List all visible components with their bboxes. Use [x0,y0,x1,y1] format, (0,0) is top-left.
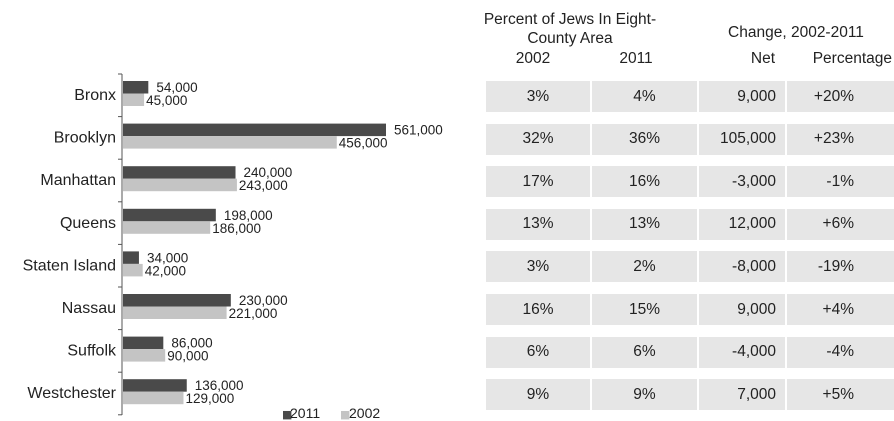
cell-percentage: +6% [787,208,894,240]
header-col-2002: 2002 [515,50,551,67]
value-label-2002: 42,000 [145,263,186,278]
legend-label-2002: 2002 [349,405,380,421]
category-label: Nassau [62,300,116,317]
cell-percentage: -1% [787,166,894,198]
category-label: Bronx [74,87,116,104]
bar-2002 [123,263,143,277]
header-col-2011: 2011 [619,50,653,67]
cell-2002: 9% [486,379,590,411]
cell-percentage: -19% [787,251,894,283]
cell-2002: 16% [486,294,590,325]
legend-label-2011: 2011 [290,405,320,421]
category-label: Manhattan [40,172,116,189]
value-label-2002: 45,000 [146,93,187,108]
header-percent-line2: County Area [527,30,613,47]
cell-2002: 17% [486,166,590,198]
category-label: Suffolk [67,343,117,360]
cell-2002: 13% [486,208,590,240]
cell-2011: 2% [592,251,697,283]
cell-2011: 15% [592,294,697,325]
value-label-2002: 90,000 [167,349,208,364]
legend-marker-2011: ■ [282,408,292,421]
cell-net: -8,000 [699,251,785,283]
bar-2011 [123,123,386,137]
value-label-2011: 561,000 [394,123,443,138]
cell-2011: 6% [592,336,697,368]
value-label-2011: 230,000 [239,293,288,308]
value-label-2011: 34,000 [147,250,188,265]
value-label-2002: 243,000 [239,178,288,193]
cell-net: -4,000 [699,336,785,368]
cell-net: 9,000 [699,294,785,325]
cell-2011: 13% [592,208,697,240]
legend-marker-2002: ■ [340,408,350,421]
header-col-percentage: Percentage [812,50,892,67]
bar-2002 [123,136,337,149]
header-col-net: Net [750,50,775,67]
cell-net: 105,000 [699,123,785,155]
cell-2011: 16% [592,166,697,198]
value-label-2011: 86,000 [171,336,212,351]
value-label-2011: 240,000 [244,165,293,180]
cell-2011: 9% [592,379,697,411]
cell-2002: 32% [486,123,590,155]
bar-2002 [123,306,227,319]
value-label-2002: 221,000 [229,306,278,321]
cell-net: 9,000 [699,81,785,112]
value-label-2002: 129,000 [185,391,234,406]
bar-2011 [123,81,149,94]
bar-2011 [123,379,187,392]
bar-2011 [123,208,216,222]
bar-2002 [123,391,184,405]
cell-percentage: -4% [787,336,894,368]
cell-percentage: +5% [787,379,894,411]
cell-percentage: +4% [787,294,894,325]
value-label-2011: 198,000 [224,208,273,223]
header-percent-line1: Percent of Jews In Eight- [483,11,657,28]
cell-net: 7,000 [699,379,785,411]
category-label: Westchester [27,385,116,402]
cell-percentage: +23% [787,123,894,155]
bar-2011 [123,294,231,307]
bar-2002 [123,221,211,234]
value-label-2011: 54,000 [156,80,197,95]
value-label-2011: 136,000 [195,378,244,393]
cell-net: -3,000 [699,166,785,198]
cell-net: 12,000 [699,208,785,240]
bar-2011 [123,166,236,179]
cell-2002: 6% [486,336,590,368]
cell-percentage: +20% [787,81,894,112]
cell-2011: 36% [592,123,697,155]
bar-2011 [123,336,164,350]
category-label: Brooklyn [54,130,116,147]
bar-2002 [123,93,145,106]
value-label-2002: 186,000 [212,221,261,236]
category-label: Staten Island [23,257,116,274]
category-label: Queens [60,215,116,232]
header-change: Change, 2002-2011 [728,24,864,41]
cell-2002: 3% [486,251,590,283]
cell-2011: 4% [592,81,697,112]
value-label-2002: 456,000 [339,136,388,151]
bar-2002 [123,349,166,362]
cell-2002: 3% [486,81,590,112]
bar-2002 [123,178,237,192]
bar-2011 [123,251,139,264]
